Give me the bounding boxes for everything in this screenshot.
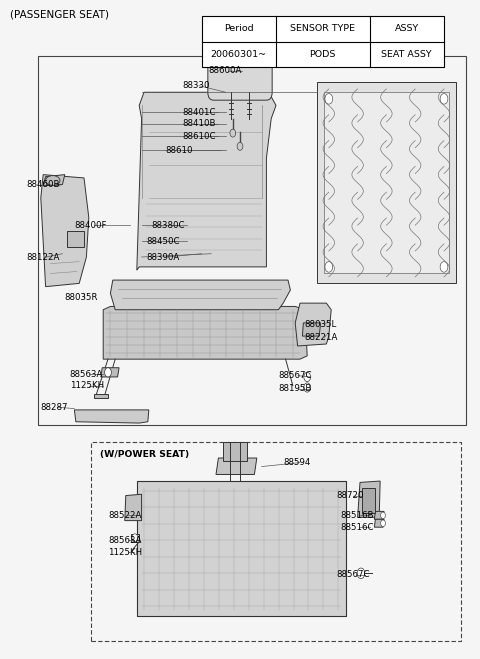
- Circle shape: [440, 262, 448, 272]
- Text: PODS: PODS: [310, 49, 336, 59]
- Ellipse shape: [46, 176, 60, 186]
- Polygon shape: [223, 442, 247, 461]
- Text: 88401C: 88401C: [182, 107, 216, 117]
- Text: ASSY: ASSY: [395, 24, 419, 34]
- Polygon shape: [94, 394, 108, 398]
- Polygon shape: [101, 368, 119, 377]
- Circle shape: [105, 368, 111, 377]
- Polygon shape: [362, 488, 375, 513]
- Circle shape: [381, 512, 385, 519]
- Polygon shape: [103, 306, 307, 359]
- Text: 88035L: 88035L: [305, 320, 337, 329]
- Text: 88330: 88330: [182, 81, 210, 90]
- Circle shape: [304, 383, 311, 392]
- Polygon shape: [374, 519, 384, 527]
- Text: 88122A: 88122A: [26, 252, 60, 262]
- Text: 88400F: 88400F: [74, 221, 107, 230]
- Text: 88720: 88720: [336, 491, 363, 500]
- Text: 88563A: 88563A: [108, 536, 142, 545]
- Polygon shape: [137, 481, 346, 616]
- Text: Period: Period: [224, 24, 253, 34]
- Polygon shape: [295, 303, 331, 346]
- Polygon shape: [317, 82, 456, 283]
- Polygon shape: [302, 323, 321, 336]
- Text: (W/POWER SEAT): (W/POWER SEAT): [100, 450, 189, 459]
- Circle shape: [230, 129, 236, 137]
- Text: 88460B: 88460B: [26, 180, 60, 189]
- Circle shape: [381, 520, 385, 527]
- Polygon shape: [67, 231, 84, 247]
- Circle shape: [304, 372, 311, 382]
- Bar: [38, 56, 466, 425]
- Text: SENSOR TYPE: SENSOR TYPE: [290, 24, 355, 34]
- Text: 1125KH: 1125KH: [70, 381, 104, 390]
- Text: 88035R: 88035R: [65, 293, 98, 302]
- Circle shape: [132, 534, 138, 542]
- Polygon shape: [41, 175, 89, 287]
- Text: 88380C: 88380C: [151, 221, 185, 230]
- Polygon shape: [216, 458, 257, 474]
- Text: 88390A: 88390A: [146, 252, 180, 262]
- Polygon shape: [43, 175, 65, 186]
- Text: 88516B: 88516B: [341, 511, 374, 520]
- Text: 88610C: 88610C: [182, 132, 216, 141]
- Text: 1125KH: 1125KH: [108, 548, 142, 557]
- Polygon shape: [74, 410, 149, 423]
- Polygon shape: [137, 92, 276, 270]
- Text: 88450C: 88450C: [146, 237, 180, 246]
- Text: 88567C: 88567C: [336, 570, 370, 579]
- Text: 88287: 88287: [41, 403, 68, 412]
- Polygon shape: [125, 494, 142, 521]
- Text: 88567C: 88567C: [278, 371, 312, 380]
- Polygon shape: [374, 511, 384, 519]
- Bar: [91, 442, 461, 641]
- Polygon shape: [324, 92, 449, 273]
- Text: 88610: 88610: [166, 146, 193, 155]
- Circle shape: [357, 568, 365, 579]
- Bar: [137, 481, 346, 616]
- Polygon shape: [358, 481, 380, 517]
- Circle shape: [325, 94, 333, 104]
- Text: 88600A: 88600A: [209, 66, 242, 75]
- Text: 88195B: 88195B: [278, 384, 312, 393]
- Text: 88516C: 88516C: [341, 523, 374, 532]
- Text: 88221A: 88221A: [305, 333, 338, 342]
- Circle shape: [440, 94, 448, 104]
- Text: 88522A: 88522A: [108, 511, 142, 520]
- Polygon shape: [131, 534, 139, 542]
- Text: (PASSENGER SEAT): (PASSENGER SEAT): [10, 10, 108, 20]
- Polygon shape: [110, 280, 290, 310]
- FancyBboxPatch shape: [208, 51, 272, 100]
- Text: 20060301~: 20060301~: [211, 49, 267, 59]
- Text: 88563A: 88563A: [70, 370, 103, 379]
- Circle shape: [325, 262, 333, 272]
- Circle shape: [237, 142, 243, 150]
- Text: 88002M: 88002M: [225, 40, 260, 49]
- Bar: [202, 16, 444, 67]
- Text: 88594: 88594: [283, 458, 311, 467]
- Text: SEAT ASSY: SEAT ASSY: [382, 49, 432, 59]
- Text: 88410B: 88410B: [182, 119, 216, 129]
